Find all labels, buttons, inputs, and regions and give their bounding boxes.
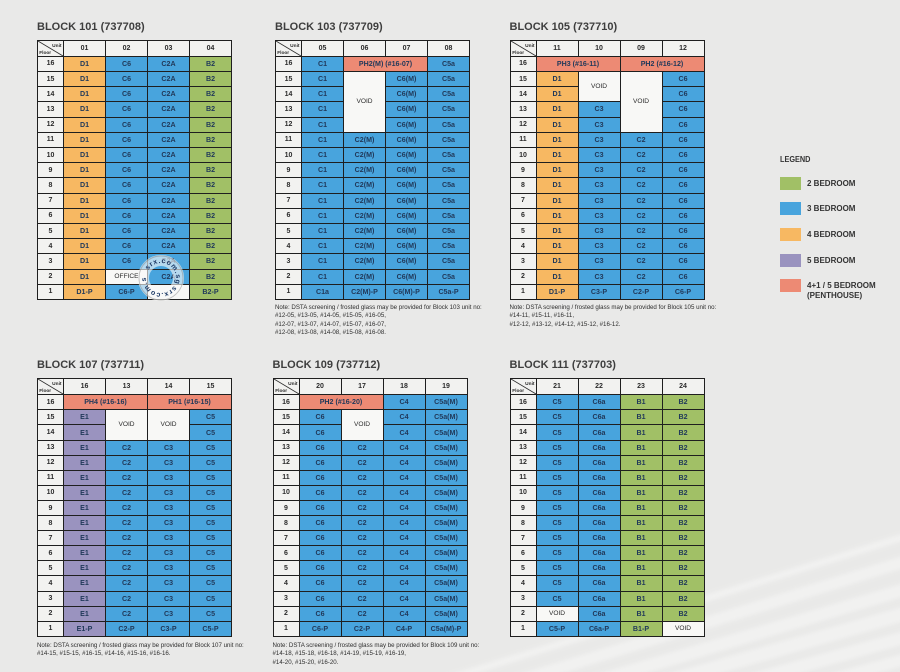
svg-text:Unit: Unit	[525, 381, 535, 387]
svg-text:Floor: Floor	[39, 50, 51, 56]
svg-text:Floor: Floor	[39, 388, 51, 394]
svg-text:Unit: Unit	[52, 381, 62, 387]
svg-text:Unit: Unit	[52, 43, 62, 49]
svg-text:Unit: Unit	[288, 381, 298, 387]
svg-text:Unit: Unit	[290, 43, 300, 49]
svg-text:Floor: Floor	[512, 388, 524, 394]
svg-text:Unit: Unit	[525, 43, 535, 49]
svg-text:Floor: Floor	[512, 50, 524, 56]
svg-text:Floor: Floor	[275, 388, 287, 394]
svg-text:Floor: Floor	[277, 50, 289, 56]
